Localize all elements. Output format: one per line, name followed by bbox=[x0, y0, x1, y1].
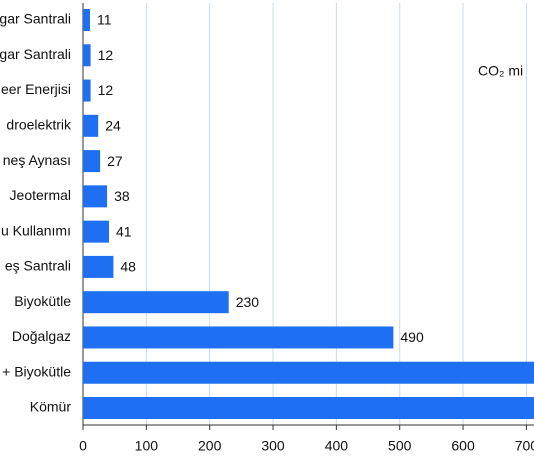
y-tick-label: eer Enerjisi bbox=[1, 81, 71, 97]
y-tick-label: Kömür bbox=[30, 399, 72, 415]
y-tick-label: gar Santrali bbox=[0, 11, 71, 27]
y-tick-label: u Kullanımı bbox=[1, 222, 71, 238]
bar bbox=[83, 220, 109, 243]
x-tick-label: 600 bbox=[451, 438, 475, 454]
x-tick-label: 400 bbox=[325, 438, 349, 454]
bar bbox=[83, 150, 101, 173]
y-tick-label: + Biyokütle bbox=[2, 363, 71, 379]
bar bbox=[83, 397, 534, 419]
x-tick-label: 100 bbox=[135, 438, 159, 454]
data-label: 12 bbox=[98, 47, 114, 63]
x-tick-label: 700 bbox=[515, 438, 534, 454]
bar bbox=[83, 79, 91, 102]
data-label: 27 bbox=[107, 153, 123, 169]
bar bbox=[83, 361, 534, 384]
y-tick-label: droelektrik bbox=[6, 117, 72, 133]
y-tick-label: eş Santrali bbox=[5, 258, 71, 274]
data-label: 38 bbox=[114, 188, 130, 204]
y-tick-label: Doğalgaz bbox=[12, 328, 71, 344]
x-tick-label: 500 bbox=[388, 438, 412, 454]
y-tick-label: Biyokütle bbox=[14, 293, 71, 309]
bar bbox=[83, 326, 394, 349]
data-label: 490 bbox=[400, 329, 424, 345]
annotation: CO₂ mi bbox=[478, 63, 523, 79]
y-tick-label: neş Aynası bbox=[3, 152, 71, 168]
bar bbox=[83, 185, 108, 208]
data-label: 41 bbox=[116, 223, 132, 239]
bar bbox=[83, 44, 91, 67]
data-label: 230 bbox=[236, 294, 260, 310]
bar bbox=[83, 114, 99, 137]
x-tick-label: 300 bbox=[261, 438, 285, 454]
data-label: 48 bbox=[120, 259, 136, 275]
data-label: 24 bbox=[105, 118, 121, 134]
bar bbox=[83, 291, 229, 314]
bar bbox=[83, 9, 90, 31]
x-tick-label: 200 bbox=[198, 438, 222, 454]
bar bbox=[83, 255, 114, 278]
x-tick-label: 0 bbox=[79, 438, 87, 454]
data-label: 11 bbox=[97, 12, 112, 28]
y-tick-label: gar Santrali bbox=[0, 46, 71, 62]
y-tick-label: Jeotermal bbox=[10, 187, 71, 203]
data-label: 12 bbox=[98, 82, 114, 98]
